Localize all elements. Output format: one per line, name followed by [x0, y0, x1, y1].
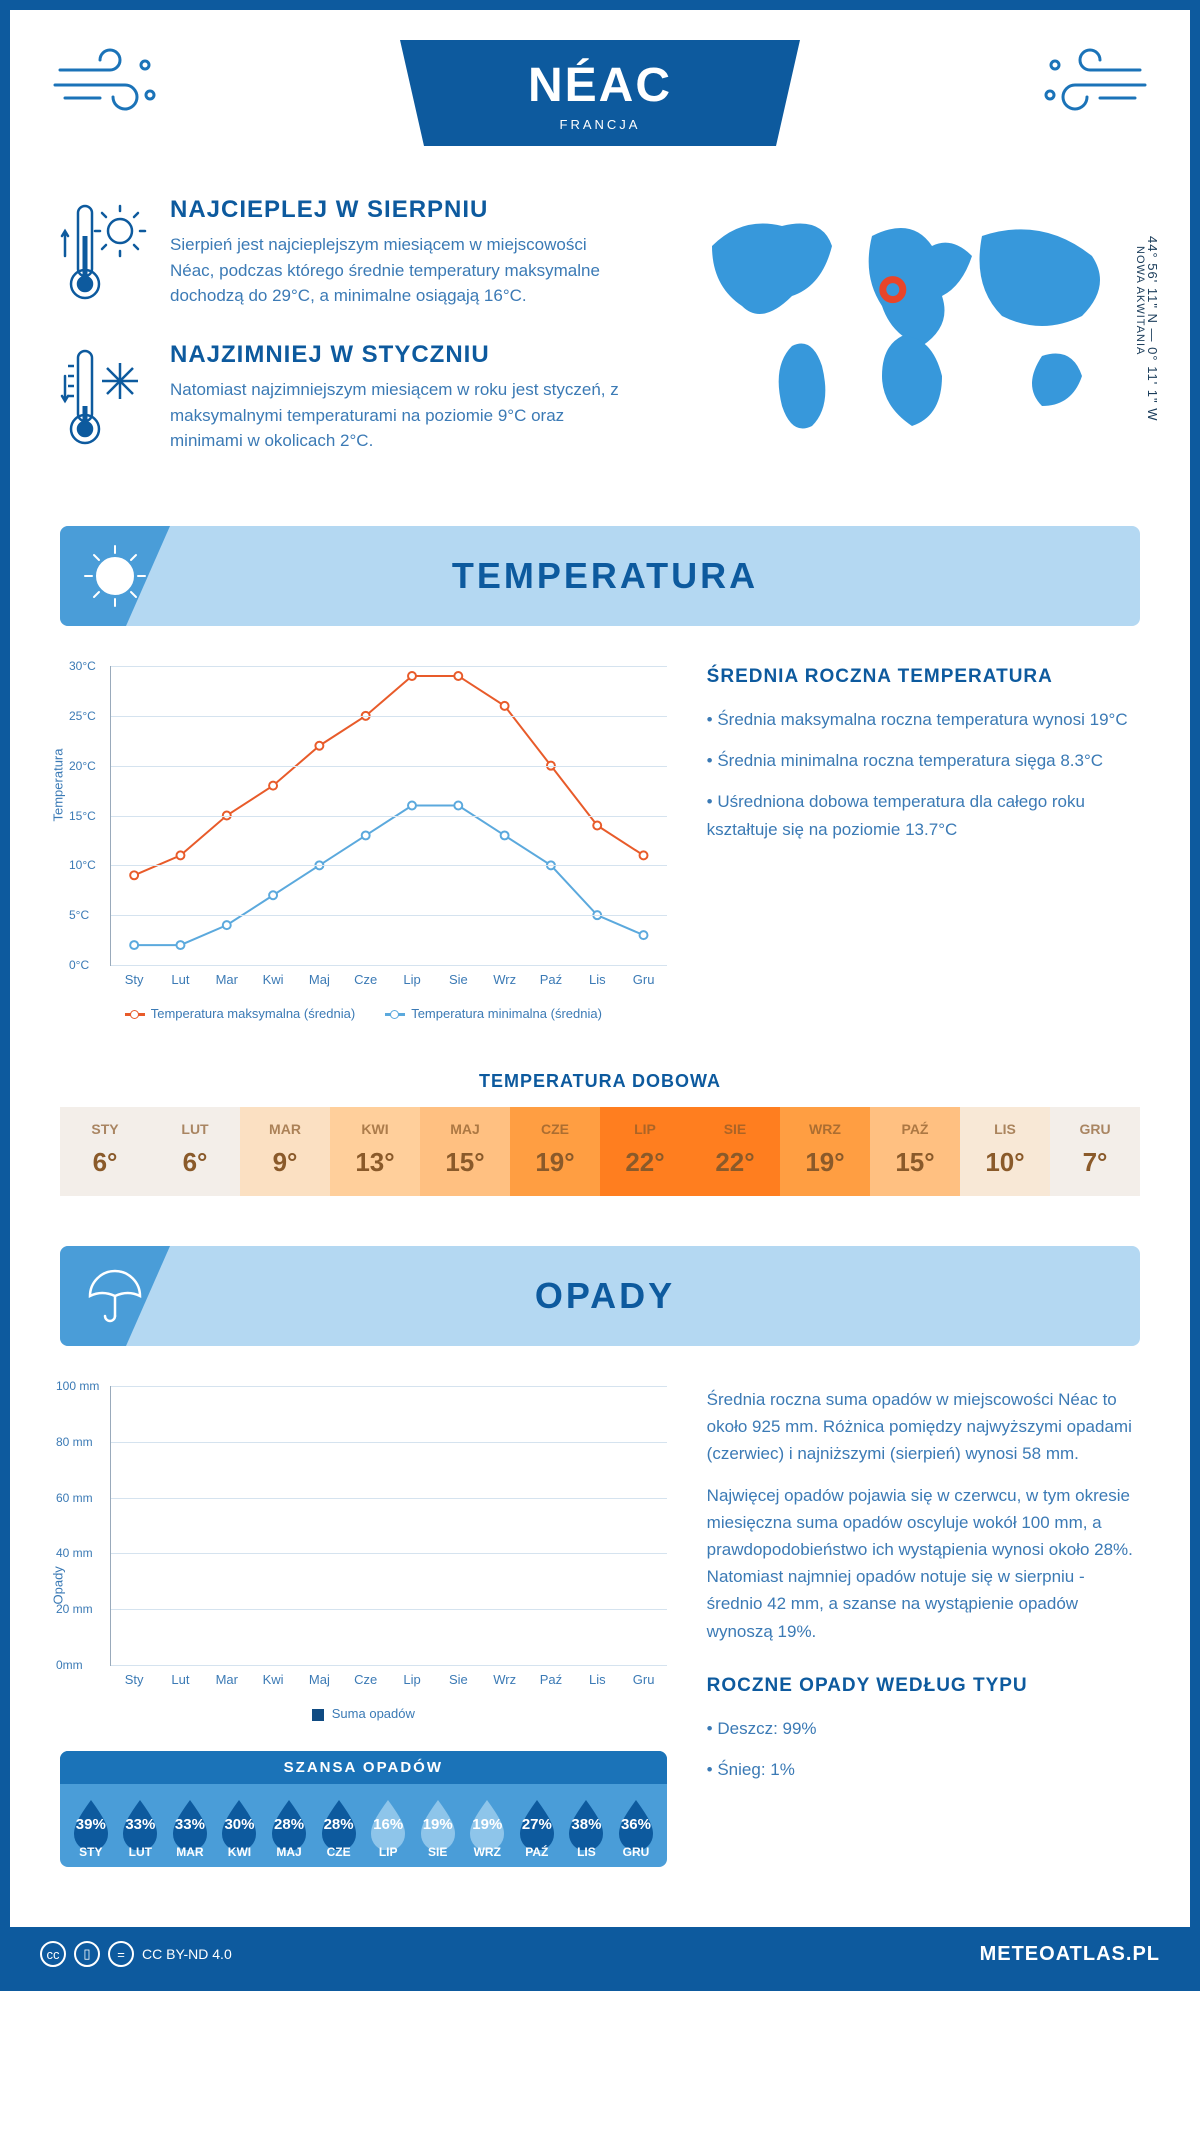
temperature-summary: ŚREDNIA ROCZNA TEMPERATURA • Średnia mak… — [707, 666, 1140, 1021]
hottest-block: NAJCIEPLEJ W SIERPNIU Sierpień jest najc… — [60, 196, 632, 311]
infographic-container: NÉAC FRANCJA NAJCIEPLEJ W SIERPNIU Sierp… — [0, 0, 1200, 1991]
daily-temp-cell: STY6° — [60, 1107, 150, 1196]
daily-temp-cell: LIP22° — [600, 1107, 690, 1196]
temperature-heading: TEMPERATURA — [170, 555, 1140, 597]
daily-temp-cell: GRU7° — [1050, 1107, 1140, 1196]
precip-section-header: OPADY — [60, 1246, 1140, 1346]
temp-bullet: • Uśredniona dobowa temperatura dla całe… — [707, 788, 1140, 842]
daily-temp-cell: KWI13° — [330, 1107, 420, 1196]
rain-chance-box: SZANSA OPADÓW 39%STY33%LUT33%MAR30%KWI28… — [60, 1751, 667, 1867]
license-block: cc ▯ = CC BY-ND 4.0 — [40, 1941, 232, 1967]
precip-bar-chart: StyLutMarKwiMajCzeLipSieWrzPaźLisGru 0mm… — [110, 1386, 667, 1666]
precip-legend-label: Suma opadów — [332, 1706, 415, 1721]
precip-heading: OPADY — [170, 1275, 1140, 1317]
title-banner: NÉAC FRANCJA — [400, 40, 800, 146]
daily-temp-cell: LUT6° — [150, 1107, 240, 1196]
nd-icon: = — [108, 1941, 134, 1967]
rain-chance-drop: 38%LIS — [562, 1796, 612, 1859]
daily-temp-table: STY6°LUT6°MAR9°KWI13°MAJ15°CZE19°LIP22°S… — [60, 1107, 1140, 1196]
precip-summary: Średnia roczna suma opadów w miejscowośc… — [707, 1386, 1140, 1867]
wind-icon — [50, 40, 170, 125]
hottest-title: NAJCIEPLEJ W SIERPNIU — [170, 196, 632, 224]
by-icon: ▯ — [74, 1941, 100, 1967]
rain-chance-drop: 28%MAJ — [264, 1796, 314, 1859]
thermometer-hot-icon — [60, 196, 150, 311]
precip-y-axis-label: Opady — [51, 1566, 66, 1604]
sun-icon — [60, 526, 170, 626]
daily-temp-heading: TEMPERATURA DOBOWA — [10, 1071, 1190, 1092]
precip-type-bullet: • Śnieg: 1% — [707, 1756, 1140, 1783]
cc-icon: cc — [40, 1941, 66, 1967]
temp-bullet: • Średnia maksymalna roczna temperatura … — [707, 706, 1140, 733]
daily-temp-cell: MAJ15° — [420, 1107, 510, 1196]
rain-chance-drop: 39%STY — [66, 1796, 116, 1859]
daily-temp-cell: LIS10° — [960, 1107, 1050, 1196]
location-title: NÉAC — [460, 58, 740, 113]
legend-max-label: Temperatura maksymalna (średnia) — [151, 1006, 355, 1021]
temp-y-axis-label: Temperatura — [51, 748, 66, 821]
rain-chance-drop: 33%LUT — [116, 1796, 166, 1859]
rain-chance-drop: 16%LIP — [363, 1796, 413, 1859]
avg-temp-heading: ŚREDNIA ROCZNA TEMPERATURA — [707, 666, 1140, 688]
precip-chart-row: Opady StyLutMarKwiMajCzeLipSieWrzPaźLisG… — [10, 1346, 1190, 1897]
hottest-text: Sierpień jest najcieplejszym miesiącem w… — [170, 232, 632, 309]
umbrella-icon — [60, 1246, 170, 1346]
coldest-block: NAJZIMNIEJ W STYCZNIU Natomiast najzimni… — [60, 341, 632, 456]
temp-legend: Temperatura maksymalna (średnia) Tempera… — [60, 1006, 667, 1021]
coordinates: 44° 56' 11" N — 0° 11' 1" W — [1145, 236, 1160, 422]
coldest-title: NAJZIMNIEJ W STYCZNIU — [170, 341, 632, 369]
rain-chance-heading: SZANSA OPADÓW — [60, 1751, 667, 1784]
rain-chance-drop: 30%KWI — [215, 1796, 265, 1859]
precip-legend: Suma opadów — [60, 1706, 667, 1721]
rain-chance-drop: 19%WRZ — [463, 1796, 513, 1859]
daily-temp-cell: SIE22° — [690, 1107, 780, 1196]
temperature-section-header: TEMPERATURA — [60, 526, 1140, 626]
temperature-chart-row: Temperatura StyLutMarKwiMajCzeLipSieWrzP… — [10, 626, 1190, 1051]
precip-type-heading: ROCZNE OPADY WEDŁUG TYPU — [707, 1675, 1140, 1697]
rain-chance-drop: 27%PAŹ — [512, 1796, 562, 1859]
coldest-text: Natomiast najzimniejszym miesiącem w rok… — [170, 377, 632, 454]
thermometer-cold-icon — [60, 341, 150, 456]
daily-temp-cell: MAR9° — [240, 1107, 330, 1196]
location-country: FRANCJA — [460, 117, 740, 132]
wind-icon — [1030, 40, 1150, 125]
rain-chance-drop: 28%CZE — [314, 1796, 364, 1859]
precip-type-bullet: • Deszcz: 99% — [707, 1715, 1140, 1742]
temperature-line-chart: StyLutMarKwiMajCzeLipSieWrzPaźLisGru 0°C… — [110, 666, 667, 966]
header: NÉAC FRANCJA — [10, 10, 1190, 166]
license-text: CC BY-ND 4.0 — [142, 1946, 232, 1962]
brand-label: METEOATLAS.PL — [980, 1943, 1160, 1966]
daily-temp-cell: CZE19° — [510, 1107, 600, 1196]
daily-temp-cell: WRZ19° — [780, 1107, 870, 1196]
rain-chance-drop: 19%SIE — [413, 1796, 463, 1859]
legend-min-label: Temperatura minimalna (średnia) — [411, 1006, 602, 1021]
intro-row: NAJCIEPLEJ W SIERPNIU Sierpień jest najc… — [10, 166, 1190, 526]
precip-para-2: Najwięcej opadów pojawia się w czerwcu, … — [707, 1482, 1140, 1645]
rain-chance-drop: 36%GRU — [611, 1796, 661, 1859]
rain-chance-drop: 33%MAR — [165, 1796, 215, 1859]
world-map: NOWA AKWITANIA 44° 56' 11" N — 0° 11' 1"… — [672, 196, 1140, 486]
footer: cc ▯ = CC BY-ND 4.0 METEOATLAS.PL — [10, 1927, 1190, 1981]
daily-temp-cell: PAŹ15° — [870, 1107, 960, 1196]
temp-bullet: • Średnia minimalna roczna temperatura s… — [707, 747, 1140, 774]
precip-para-1: Średnia roczna suma opadów w miejscowośc… — [707, 1386, 1140, 1468]
